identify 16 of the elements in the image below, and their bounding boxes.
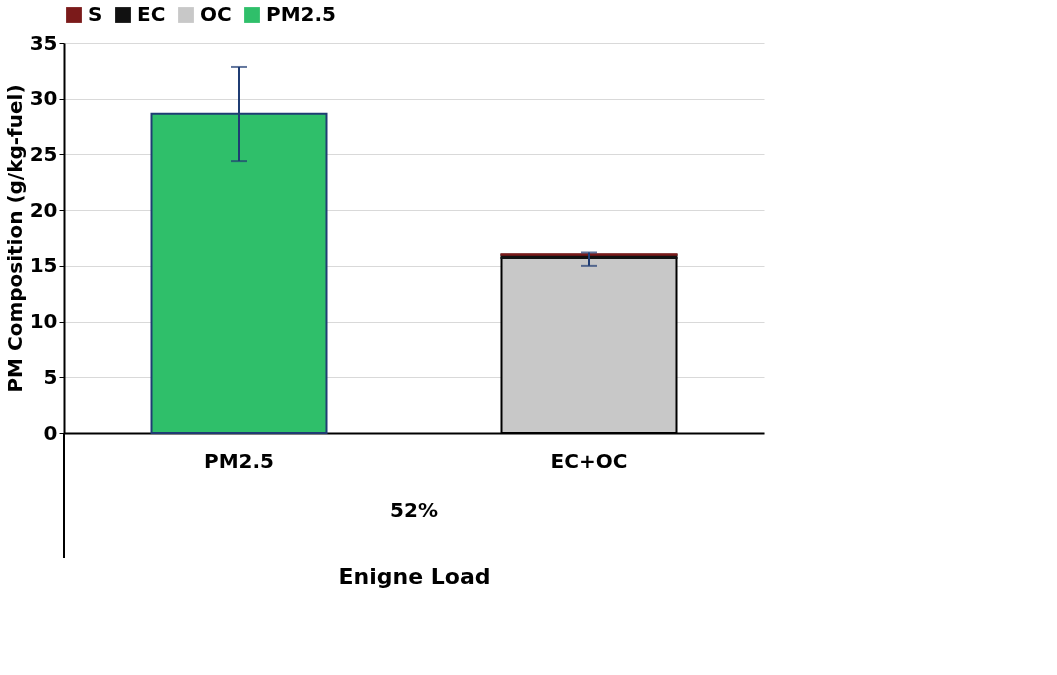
- y-axis-title: PM Composition (g/kg-fuel): [2, 84, 27, 393]
- legend-label: PM2.5: [266, 2, 336, 26]
- y-tick-label: 5: [43, 364, 58, 389]
- y-tick-label: 15: [29, 253, 58, 278]
- y-tick-label: 0: [43, 420, 58, 445]
- x-axis-title: Enigne Load: [338, 563, 491, 589]
- y-tick-label: 30: [29, 86, 58, 111]
- x-tick-label: EC+OC: [550, 448, 628, 473]
- legend-label: OC: [200, 2, 232, 26]
- y-tick-label: 10: [29, 309, 58, 334]
- y-tick-label: 25: [29, 141, 58, 166]
- legend-label: EC: [137, 2, 166, 26]
- text: 52%: [390, 498, 438, 522]
- legend-label: S: [88, 2, 103, 26]
- y-tick-label: 35: [29, 30, 58, 55]
- y-tick-label: 20: [29, 197, 58, 222]
